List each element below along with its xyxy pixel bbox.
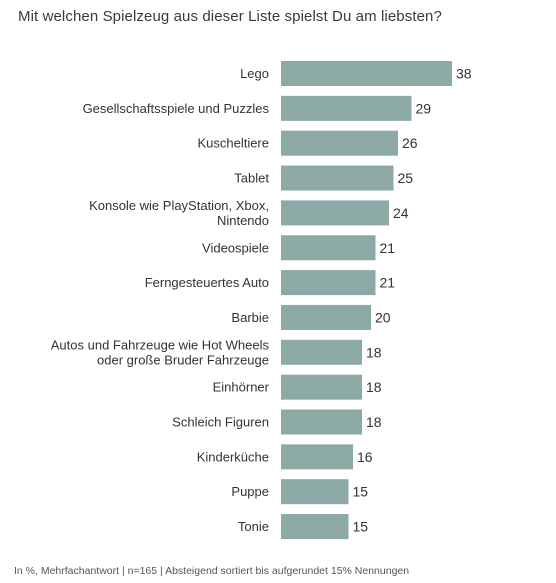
value-label: 15: [353, 484, 369, 500]
category-label: Gesellschaftsspiele und Puzzles: [83, 101, 270, 116]
bar: [281, 374, 362, 400]
value-label: 24: [393, 205, 409, 221]
value-label: 18: [366, 414, 382, 430]
category-label: Tonie: [238, 519, 269, 534]
bar: [281, 95, 412, 121]
category-label: Kuscheltiere: [197, 136, 269, 151]
bar: [281, 514, 349, 540]
category-label: Konsole wie PlayStation, Xbox, Nintendo: [89, 198, 269, 228]
value-label: 18: [366, 379, 382, 395]
value-label: 26: [402, 135, 418, 151]
bar: [281, 304, 371, 330]
chart-title: Mit welchen Spielzeug aus dieser Liste s…: [18, 8, 442, 25]
value-label: 15: [353, 519, 369, 535]
category-label: Kinderküche: [197, 449, 269, 464]
chart-footnote: In %, Mehrfachantwort | n=165 | Absteige…: [14, 565, 410, 577]
category-label: Barbie: [231, 310, 269, 325]
category-label: Einhörner: [213, 380, 270, 395]
bar: [281, 339, 362, 365]
category-label: Videospiele: [202, 240, 269, 255]
bar: [281, 61, 452, 86]
bar: [281, 270, 376, 296]
category-label: Schleich Figuren: [172, 415, 269, 430]
category-labels: Lego Gesellschaftsspiele und Puzzles Kusch…: [51, 66, 270, 534]
value-label: 18: [366, 344, 382, 360]
category-label: Ferngesteuertes Auto: [145, 275, 269, 290]
value-label: 25: [398, 170, 414, 186]
bar: [281, 444, 353, 470]
value-label: 21: [380, 240, 396, 256]
bar: [281, 235, 376, 261]
bars-layer: [281, 61, 452, 540]
value-label: 29: [416, 100, 432, 116]
bar: [281, 165, 394, 191]
value-label: 16: [357, 449, 373, 465]
value-label: 21: [380, 275, 396, 291]
category-label: Puppe: [231, 484, 269, 499]
value-labels: 38 29 26 25 24 21 21 20 18 18 18 16 15 15: [353, 66, 472, 535]
bar: [281, 130, 398, 156]
value-label: 38: [456, 66, 472, 82]
value-label: 20: [375, 309, 391, 325]
category-label: Tablet: [234, 171, 269, 186]
category-label: Autos und Fahrzeuge wie Hot Wheels oder g…: [51, 337, 270, 367]
category-label: Lego: [240, 66, 269, 81]
bar: [281, 200, 389, 226]
bar: [281, 409, 362, 435]
bar: [281, 479, 349, 505]
